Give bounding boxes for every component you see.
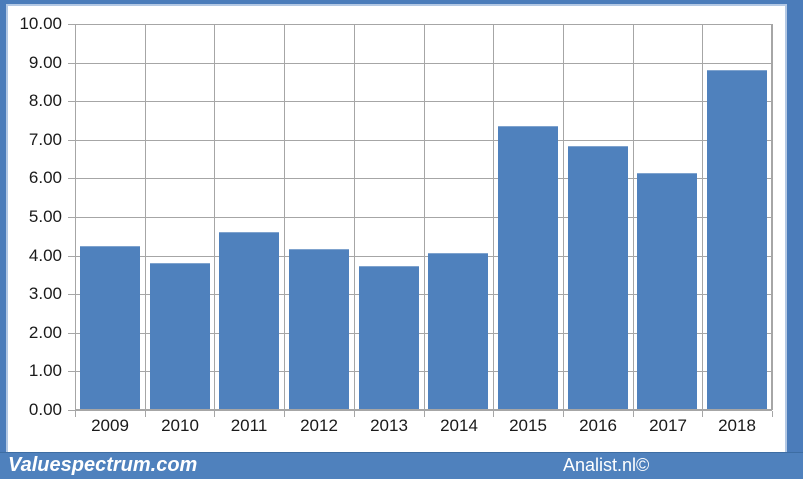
y-axis-tick-label: 6.00	[28, 168, 62, 187]
h-gridline	[75, 410, 772, 411]
x-axis-category-label: 2013	[370, 416, 408, 435]
h-gridline	[75, 294, 772, 295]
x-axis-tick	[354, 411, 355, 417]
h-gridline	[75, 371, 772, 372]
frame-border-left-inner	[6, 4, 8, 453]
y-axis-tick	[68, 63, 75, 64]
bar-2015	[498, 126, 558, 410]
y-axis-tick-label: 8.00	[28, 91, 62, 110]
x-axis-tick	[145, 411, 146, 417]
y-axis-tick-label: 3.00	[28, 284, 62, 303]
y-axis-tick	[68, 140, 75, 141]
h-gridline	[75, 333, 772, 334]
h-gridline	[75, 256, 772, 257]
h-gridline	[75, 178, 772, 179]
plot-area-border	[75, 24, 772, 410]
x-axis-category-label: 2011	[230, 416, 268, 435]
v-gridline	[284, 24, 285, 410]
y-axis-tick	[68, 24, 75, 25]
bar-2013	[359, 266, 419, 410]
y-axis-tick	[68, 178, 75, 179]
y-axis-tick-label: 2.00	[28, 323, 62, 342]
x-axis-tick	[772, 411, 773, 417]
h-gridline	[75, 217, 772, 218]
bar-2011	[219, 232, 279, 410]
footer-branding-bar: Valuespectrum.com Analist.nl©	[0, 452, 803, 479]
v-gridline	[214, 24, 215, 410]
bar-2010	[150, 263, 210, 410]
y-axis-tick-label: 10.00	[19, 14, 62, 33]
x-axis-category-label: 2010	[161, 416, 199, 435]
bar-2012	[289, 249, 349, 410]
v-gridline	[424, 24, 425, 410]
x-axis-category-label: 2015	[509, 416, 547, 435]
v-gridline	[633, 24, 634, 410]
y-axis-tick	[68, 333, 75, 334]
v-gridline	[702, 24, 703, 410]
valuespectrum-brand: Valuespectrum.com	[8, 454, 198, 476]
bar-2014	[428, 253, 488, 410]
y-axis-tick-label: 0.00	[28, 400, 62, 419]
v-gridline	[354, 24, 355, 410]
x-axis-tick	[563, 411, 564, 417]
v-gridline	[493, 24, 494, 410]
y-axis-tick-label: 4.00	[28, 246, 62, 265]
y-axis-tick-label: 5.00	[28, 207, 62, 226]
x-axis-category-label: 2016	[579, 416, 617, 435]
v-gridline	[145, 24, 146, 410]
x-axis-category-label: 2009	[91, 416, 129, 435]
v-gridline	[563, 24, 564, 410]
y-axis-tick	[68, 371, 75, 372]
y-axis-tick	[68, 256, 75, 257]
frame-border-left	[0, 0, 6, 479]
x-axis-category-label: 2014	[440, 416, 478, 435]
y-axis-tick-label: 1.00	[28, 361, 62, 380]
y-axis-tick	[68, 410, 75, 411]
x-axis-tick	[493, 411, 494, 417]
x-axis-tick	[424, 411, 425, 417]
y-axis-tick-label: 7.00	[28, 130, 62, 149]
x-axis-tick	[702, 411, 703, 417]
h-gridline	[75, 101, 772, 102]
h-gridline	[75, 140, 772, 141]
frame-border-top-inner	[6, 4, 787, 6]
bar-2009	[80, 246, 140, 410]
x-axis-tick	[214, 411, 215, 417]
x-axis-category-label: 2018	[718, 416, 756, 435]
bar-2016	[568, 146, 628, 410]
x-axis-tick	[75, 411, 76, 417]
y-axis-tick	[68, 217, 75, 218]
frame-border-top	[0, 0, 803, 4]
v-gridline	[772, 24, 773, 410]
y-axis-tick	[68, 294, 75, 295]
bar-2018	[707, 70, 767, 410]
x-axis-tick	[284, 411, 285, 417]
x-axis-category-label: 2017	[649, 416, 687, 435]
h-gridline	[75, 63, 772, 64]
frame-border-right	[787, 0, 803, 479]
analist-credit: Analist.nl©	[563, 455, 650, 475]
x-axis-tick	[633, 411, 634, 417]
x-axis-category-label: 2012	[300, 416, 338, 435]
y-axis-tick-label: 9.00	[28, 53, 62, 72]
frame-border-right-inner	[785, 4, 787, 453]
bar-2017	[637, 173, 697, 410]
y-axis-tick	[68, 101, 75, 102]
